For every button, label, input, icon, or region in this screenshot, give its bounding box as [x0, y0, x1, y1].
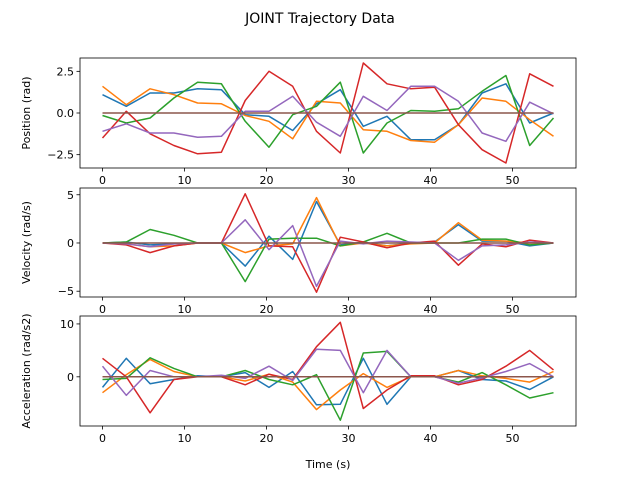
acceleration-xtick-label: 30 — [341, 432, 355, 445]
velocity-series-3-line — [102, 228, 554, 283]
acceleration-xtick-label: 0 — [99, 432, 106, 445]
velocity-xtick-label: 30 — [341, 303, 355, 316]
position-xtick-label: 20 — [260, 174, 274, 187]
acceleration-panel: Time (s) 0 10 20 30 40 50 0 10 Acceleration (rad… — [20, 313, 577, 471]
position-xtick-label: 0 — [99, 174, 106, 187]
position-ylabel: Position (rad) — [20, 76, 33, 149]
velocity-xtick-label: 20 — [260, 303, 274, 316]
position-series-3-line — [102, 74, 555, 154]
acceleration-series-4-line — [102, 321, 554, 414]
time-xlabel: Time (s) — [305, 458, 351, 471]
acceleration-ytick-label: 10 — [60, 318, 74, 331]
velocity-axes-frame — [79, 187, 577, 298]
acceleration-xtick-label: 10 — [178, 432, 192, 445]
acceleration-axes-frame — [79, 315, 577, 427]
velocity-ytick-label: 0 — [67, 237, 74, 250]
position-series-4-line — [101, 62, 554, 164]
position-xtick-label: 40 — [423, 174, 437, 187]
position-ytick-label: 2.5 — [57, 65, 75, 78]
position-series-5-line — [102, 85, 554, 143]
velocity-ylabel: Velocity (rad/s) — [20, 201, 33, 284]
acceleration-series-3-line — [102, 350, 554, 421]
velocity-xtick-label: 50 — [505, 303, 519, 316]
acceleration-ytick-label: 0 — [67, 371, 74, 384]
position-ytick-label: 0.0 — [57, 107, 75, 120]
position-xtick-label: 50 — [505, 174, 519, 187]
velocity-panel: 0 10 20 30 40 50 −5 0 5 Velocity (rad/s) — [20, 187, 577, 316]
velocity-xtick-label: 0 — [99, 303, 106, 316]
velocity-ytick-label: −5 — [58, 285, 74, 298]
velocity-ytick-label: 5 — [67, 189, 74, 202]
acceleration-ylabel: Acceleration (rad/s2) — [20, 313, 33, 428]
position-series-1-line — [102, 83, 554, 141]
position-xtick-label: 10 — [178, 174, 192, 187]
velocity-xtick-label: 40 — [423, 303, 437, 316]
position-xtick-label: 30 — [341, 174, 355, 187]
acceleration-xtick-label: 20 — [260, 432, 274, 445]
figure-title: JOINT Trajectory Data — [244, 11, 395, 27]
velocity-xtick-label: 10 — [178, 303, 192, 316]
acceleration-xtick-label: 40 — [423, 432, 437, 445]
position-ytick-label: −2.5 — [47, 149, 74, 162]
position-panel: 0 10 20 30 40 50 −2.5 0.0 2.5 Position (rad) — [20, 57, 577, 187]
acceleration-xtick-label: 50 — [505, 432, 519, 445]
